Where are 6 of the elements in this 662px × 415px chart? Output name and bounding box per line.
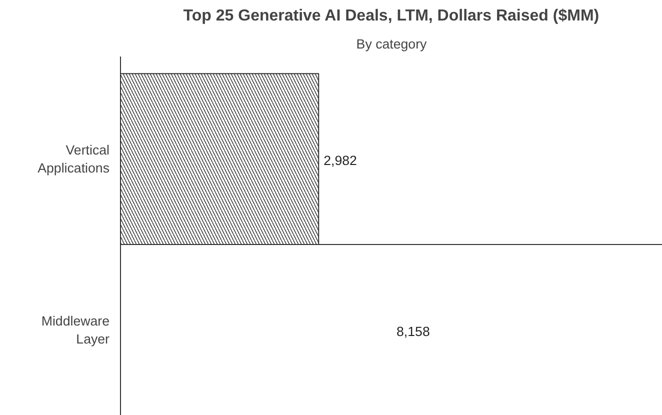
y-tick-label: Middleware Layer	[41, 314, 110, 347]
chart-title: Top 25 Generative AI Deals, LTM, Dollars Raised ($MM)	[183, 8, 600, 24]
data-label: 8,158	[396, 324, 430, 340]
chart-subtitle: By category	[356, 36, 428, 52]
data-label: 2,982	[324, 153, 357, 168]
y-tick-label: Vertical Applications	[38, 142, 110, 176]
